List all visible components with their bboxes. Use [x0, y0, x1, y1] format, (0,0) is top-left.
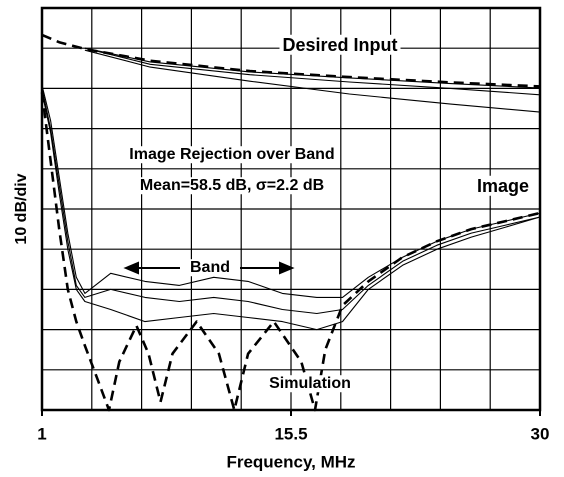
measured-line	[84, 47, 541, 96]
x-tick-label: 30	[531, 424, 550, 443]
annotation-bg	[126, 146, 338, 164]
annotation-bg	[187, 259, 233, 277]
annotation-bg	[279, 34, 401, 55]
measured-line	[41, 92, 541, 331]
measured-line	[41, 85, 541, 298]
annotation-bg	[473, 175, 533, 196]
annotation-bg	[136, 177, 328, 195]
annotation-bg	[266, 375, 354, 393]
annotation: Image Rejection over Band	[129, 146, 334, 163]
annotation: Band	[190, 259, 230, 276]
simulation-line	[40, 92, 541, 412]
x-axis-label: Frequency, MHz	[226, 452, 355, 471]
measured-line	[41, 88, 541, 315]
simulation-line	[41, 33, 541, 88]
annotation: Mean=58.5 dB, σ=2.2 dB	[140, 177, 324, 194]
annotation: Image	[477, 176, 529, 196]
annotation: Simulation	[269, 375, 351, 392]
y-axis-label: 10 dB/div	[13, 173, 30, 244]
x-tick-label: 15.5	[274, 424, 307, 443]
band-arrow	[123, 261, 295, 275]
annotation: Desired Input	[282, 35, 397, 55]
measured-line	[84, 49, 541, 113]
x-tick-label: 1	[37, 424, 46, 443]
